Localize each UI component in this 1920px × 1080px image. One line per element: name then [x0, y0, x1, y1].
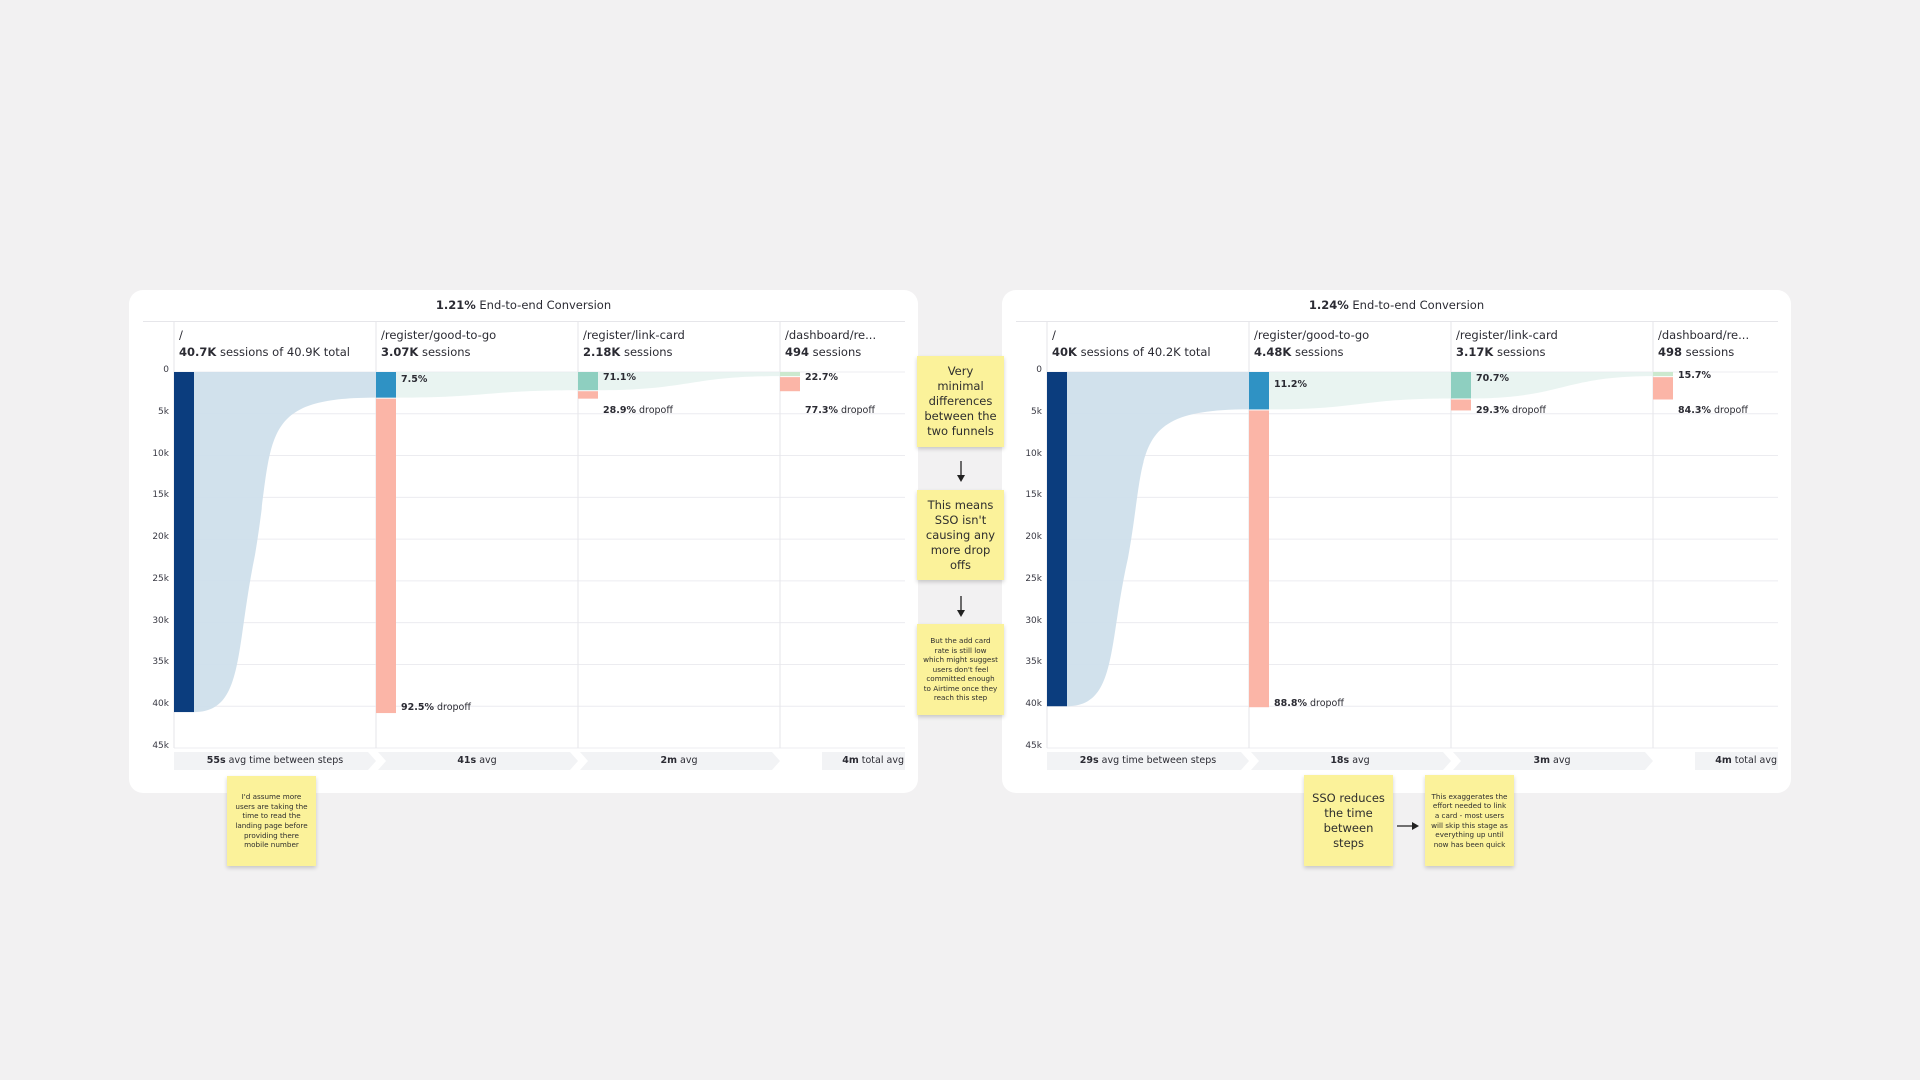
column-header-step-2[interactable]: /register/good-to-go 4.48K sessions — [1254, 327, 1369, 361]
y-tick-label: 35k — [1025, 657, 1042, 668]
session-label: sessions — [418, 345, 471, 359]
session-label: sessions — [1291, 345, 1344, 359]
sticky-note-landing-page[interactable]: I'd assume more users are taking the tim… — [227, 776, 316, 866]
header-divider — [143, 321, 905, 322]
sticky-note-text: Very minimal differences between the two… — [924, 364, 997, 438]
panel-title: 1.24% End-to-end Conversion — [1002, 298, 1791, 312]
column-header-step-4[interactable]: /dashboard/re... 498 sessions — [1658, 327, 1749, 361]
session-count: 40.7K — [179, 345, 217, 359]
session-count: 4.48K — [1254, 345, 1292, 359]
step-path: /register/link-card — [1456, 328, 1558, 342]
funnel-panel-left: 1.21% End-to-end Conversion / 40.7K sess… — [129, 290, 918, 793]
time-band-step-3: 2m avg — [660, 755, 698, 766]
dropoff-label-step-4: 77.3% dropoff — [805, 405, 875, 416]
y-tick-label: 25k — [1025, 573, 1042, 584]
y-tick-label: 15k — [1025, 490, 1042, 501]
conversion-label-step-3: 70.7% — [1476, 373, 1509, 384]
y-tick-label: 5k — [1031, 406, 1042, 417]
column-header-step-1[interactable]: / 40.7K sessions of 40.9K total — [179, 327, 350, 361]
y-tick-label: 40k — [152, 699, 169, 710]
sticky-note-text: I'd assume more users are taking the tim… — [235, 792, 308, 850]
y-tick-label: 30k — [152, 615, 169, 626]
arrow-down-icon — [957, 461, 965, 482]
sticky-note-add-card-rate[interactable]: But the add card rate is still low which… — [917, 624, 1004, 715]
step-path: /dashboard/re... — [1658, 328, 1750, 342]
session-label: sessions of 40.9K total — [216, 345, 351, 359]
session-label: sessions — [809, 345, 862, 359]
funnel-chart — [173, 322, 905, 770]
session-label: sessions — [1493, 345, 1546, 359]
funnel-panel-right: 1.24% End-to-end Conversion / 40K sessio… — [1002, 290, 1791, 793]
column-header-step-3[interactable]: /register/link-card 3.17K sessions — [1456, 327, 1558, 361]
dropoff-label-step-2: 88.8% dropoff — [1274, 698, 1344, 709]
y-tick-label: 0 — [1036, 365, 1042, 375]
y-tick-label: 10k — [1025, 448, 1042, 459]
sticky-note-text: SSO reduces the time between steps — [1312, 790, 1385, 850]
y-tick-label: 0 — [163, 365, 169, 375]
session-count: 40K — [1052, 345, 1077, 359]
conversion-rate: 1.21% — [435, 298, 476, 312]
column-header-step-2[interactable]: /register/good-to-go 3.07K sessions — [381, 327, 496, 361]
step-path: /register/good-to-go — [381, 328, 497, 342]
conversion-label-step-4: 22.7% — [805, 372, 838, 383]
sticky-note-exaggerates-effort[interactable]: This exaggerates the effort needed to li… — [1425, 775, 1514, 866]
sticky-note-minimal-differences[interactable]: Very minimal differences between the two… — [917, 356, 1004, 447]
header-divider — [1016, 321, 1778, 322]
conversion-label-step-2: 7.5% — [401, 374, 428, 385]
conversion-rate: 1.24% — [1308, 298, 1349, 312]
time-band-step-1: 29s avg time between steps — [1079, 755, 1217, 766]
sticky-note-text: But the add card rate is still low which… — [923, 635, 998, 703]
y-tick-label: 20k — [1025, 532, 1042, 543]
session-count: 3.07K — [381, 345, 419, 359]
step-path: / — [1052, 328, 1056, 342]
step-path: /register/good-to-go — [1254, 328, 1370, 342]
column-header-step-3[interactable]: /register/link-card 2.18K sessions — [583, 327, 685, 361]
y-tick-label: 10k — [152, 448, 169, 459]
conversion-label-step-2: 11.2% — [1274, 379, 1307, 390]
y-tick-label: 15k — [152, 490, 169, 501]
sticky-note-text: This exaggerates the effort needed to li… — [1431, 791, 1508, 849]
panel-title: 1.21% End-to-end Conversion — [129, 298, 918, 312]
sticky-note-sso-reduces-time[interactable]: SSO reduces the time between steps — [1304, 775, 1393, 866]
arrow-down-icon — [957, 596, 965, 617]
dropoff-label-step-2: 92.5% dropoff — [401, 702, 471, 713]
sticky-note-sso-no-dropoff[interactable]: This means SSO isn't causing any more dr… — [917, 490, 1004, 580]
arrow-right-icon — [1397, 822, 1419, 830]
time-band-step-3: 3m avg — [1533, 755, 1571, 766]
time-band-total: 4m total avg — [1715, 755, 1777, 766]
step-path: /dashboard/re... — [785, 328, 877, 342]
time-band-step-1: 55s avg time between steps — [206, 755, 344, 766]
y-tick-label: 40k — [1025, 699, 1042, 710]
sticky-note-text: This means SSO isn't causing any more dr… — [925, 497, 996, 572]
session-count: 3.17K — [1456, 345, 1494, 359]
dropoff-label-step-3: 28.9% dropoff — [603, 405, 673, 416]
conversion-label: End-to-end Conversion — [1348, 298, 1485, 312]
step-path: /register/link-card — [583, 328, 685, 342]
column-header-step-1[interactable]: / 40K sessions of 40.2K total — [1052, 327, 1211, 361]
step-path: / — [179, 328, 183, 342]
y-tick-label: 30k — [1025, 615, 1042, 626]
column-header-step-4[interactable]: /dashboard/re... 494 sessions — [785, 327, 876, 361]
y-tick-label: 5k — [158, 406, 169, 417]
dropoff-label-step-3: 29.3% dropoff — [1476, 405, 1546, 416]
conversion-label: End-to-end Conversion — [475, 298, 612, 312]
session-count: 498 — [1658, 345, 1683, 359]
time-band-step-2: 41s avg — [457, 755, 497, 766]
session-count: 494 — [785, 345, 810, 359]
conversion-label-step-3: 71.1% — [603, 372, 636, 383]
y-tick-label: 45k — [1025, 741, 1042, 751]
session-count: 2.18K — [583, 345, 621, 359]
time-band-total: 4m total avg — [842, 755, 904, 766]
dropoff-label-step-4: 84.3% dropoff — [1678, 405, 1748, 416]
funnel-chart — [1046, 322, 1778, 770]
conversion-label-step-4: 15.7% — [1678, 370, 1711, 381]
session-label: sessions — [620, 345, 673, 359]
y-tick-label: 45k — [152, 741, 169, 751]
y-tick-label: 20k — [152, 532, 169, 543]
session-label: sessions — [1682, 345, 1735, 359]
y-tick-label: 35k — [152, 657, 169, 668]
y-tick-label: 25k — [152, 573, 169, 584]
session-label: sessions of 40.2K total — [1076, 345, 1211, 359]
time-band-step-2: 18s avg — [1330, 755, 1370, 766]
